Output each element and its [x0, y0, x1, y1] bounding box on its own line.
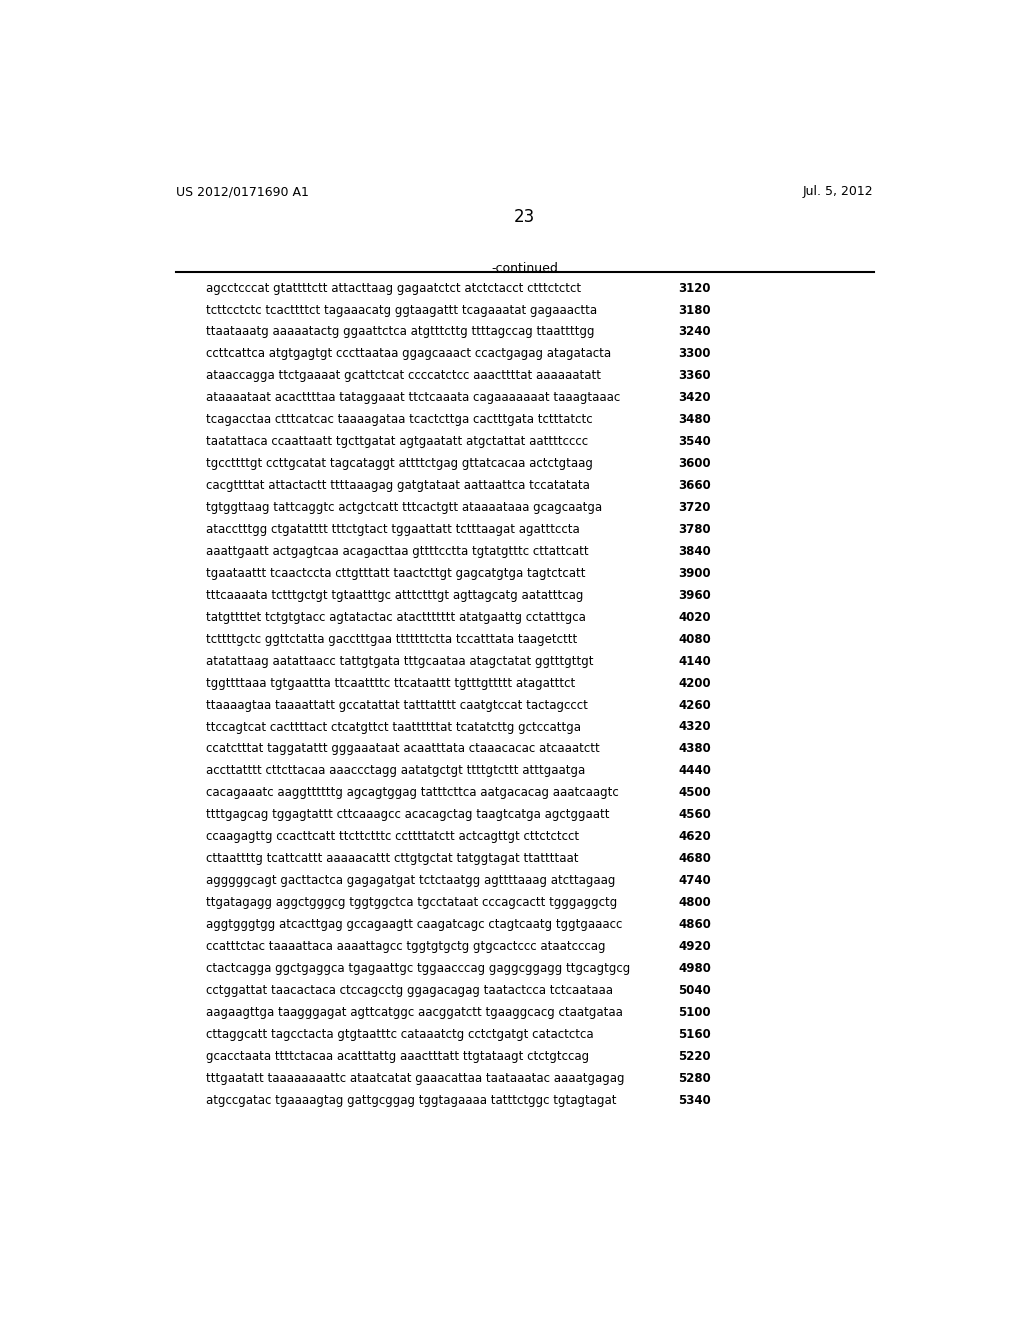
Text: ttaaaagtaa taaaattatt gccatattat tatttatttt caatgtccat tactagccct: ttaaaagtaa taaaattatt gccatattat tatttat…: [206, 698, 588, 711]
Text: ctactcagga ggctgaggca tgagaattgc tggaacccag gaggcggagg ttgcagtgcg: ctactcagga ggctgaggca tgagaattgc tggaacc…: [206, 962, 630, 975]
Text: ccttcattca atgtgagtgt cccttaataa ggagcaaact ccactgagag atagatacta: ccttcattca atgtgagtgt cccttaataa ggagcaa…: [206, 347, 610, 360]
Text: 3600: 3600: [678, 457, 711, 470]
Text: 4140: 4140: [678, 655, 711, 668]
Text: 3120: 3120: [678, 281, 711, 294]
Text: 3180: 3180: [678, 304, 711, 317]
Text: atgccgatac tgaaaagtag gattgcggag tggtagaaaa tatttctggc tgtagtagat: atgccgatac tgaaaagtag gattgcggag tggtaga…: [206, 1093, 616, 1106]
Text: US 2012/0171690 A1: US 2012/0171690 A1: [176, 185, 309, 198]
Text: 4380: 4380: [678, 742, 711, 755]
Text: tttcaaaata tctttgctgt tgtaatttgc atttctttgt agttagcatg aatatttcag: tttcaaaata tctttgctgt tgtaatttgc atttctt…: [206, 589, 583, 602]
Text: 5160: 5160: [678, 1028, 711, 1040]
Text: 5220: 5220: [678, 1049, 711, 1063]
Text: 4560: 4560: [678, 808, 711, 821]
Text: tgccttttgt ccttgcatat tagcataggt attttctgag gttatcacaa actctgtaag: tgccttttgt ccttgcatat tagcataggt attttct…: [206, 457, 592, 470]
Text: ccaagagttg ccacttcatt ttcttctttc ccttttatctt actcagttgt cttctctcct: ccaagagttg ccacttcatt ttcttctttc cctttta…: [206, 830, 579, 843]
Text: 4680: 4680: [678, 853, 711, 865]
Text: cctggattat taacactaca ctccagcctg ggagacagag taatactcca tctcaataaa: cctggattat taacactaca ctccagcctg ggagaca…: [206, 983, 612, 997]
Text: 4500: 4500: [678, 787, 711, 800]
Text: aagaagttga taagggagat agttcatggc aacggatctt tgaaggcacg ctaatgataa: aagaagttga taagggagat agttcatggc aacggat…: [206, 1006, 623, 1019]
Text: 4620: 4620: [678, 830, 711, 843]
Text: 3660: 3660: [678, 479, 711, 492]
Text: -continued: -continued: [492, 263, 558, 276]
Text: ttaataaatg aaaaatactg ggaattctca atgtttcttg ttttagccag ttaattttgg: ttaataaatg aaaaatactg ggaattctca atgtttc…: [206, 326, 594, 338]
Text: 4320: 4320: [678, 721, 711, 734]
Text: atatattaag aatattaacc tattgtgata tttgcaataa atagctatat ggtttgttgt: atatattaag aatattaacc tattgtgata tttgcaa…: [206, 655, 593, 668]
Text: 4920: 4920: [678, 940, 711, 953]
Text: cttaattttg tcattcattt aaaaacattt cttgtgctat tatggtagat ttattttaat: cttaattttg tcattcattt aaaaacattt cttgtgc…: [206, 853, 578, 865]
Text: 4260: 4260: [678, 698, 711, 711]
Text: 3960: 3960: [678, 589, 711, 602]
Text: 3900: 3900: [678, 566, 711, 579]
Text: ataaccagga ttctgaaaat gcattctcat ccccatctcc aaacttttat aaaaaatatt: ataaccagga ttctgaaaat gcattctcat ccccatc…: [206, 370, 600, 383]
Text: 5340: 5340: [678, 1093, 711, 1106]
Text: 4980: 4980: [678, 962, 711, 975]
Text: 5280: 5280: [678, 1072, 711, 1085]
Text: 3480: 3480: [678, 413, 711, 426]
Text: 5100: 5100: [678, 1006, 711, 1019]
Text: ttttgagcag tggagtattt cttcaaagcc acacagctag taagtcatga agctggaatt: ttttgagcag tggagtattt cttcaaagcc acacagc…: [206, 808, 609, 821]
Text: cacagaaatc aaggttttttg agcagtggag tatttcttca aatgacacag aaatcaagtc: cacagaaatc aaggttttttg agcagtggag tatttc…: [206, 787, 618, 800]
Text: ccatttctac taaaattaca aaaattagcc tggtgtgctg gtgcactccc ataatcccag: ccatttctac taaaattaca aaaattagcc tggtgtg…: [206, 940, 605, 953]
Text: 3360: 3360: [678, 370, 711, 383]
Text: 4800: 4800: [678, 896, 711, 909]
Text: aggtgggtgg atcacttgag gccagaagtt caagatcagc ctagtcaatg tggtgaaacc: aggtgggtgg atcacttgag gccagaagtt caagatc…: [206, 917, 622, 931]
Text: 3240: 3240: [678, 326, 711, 338]
Text: tcttcctctc tcacttttct tagaaacatg ggtaagattt tcagaaatat gagaaactta: tcttcctctc tcacttttct tagaaacatg ggtaaga…: [206, 304, 597, 317]
Text: agggggcagt gacttactca gagagatgat tctctaatgg agttttaaag atcttagaag: agggggcagt gacttactca gagagatgat tctctaa…: [206, 874, 614, 887]
Text: tgtggttaag tattcaggtc actgctcatt tttcactgtt ataaaataaa gcagcaatga: tgtggttaag tattcaggtc actgctcatt tttcact…: [206, 502, 602, 513]
Text: agcctcccat gtattttctt attacttaag gagaatctct atctctacct ctttctctct: agcctcccat gtattttctt attacttaag gagaatc…: [206, 281, 581, 294]
Text: tcagacctaa ctttcatcac taaaagataa tcactcttga cactttgata tctttatctc: tcagacctaa ctttcatcac taaaagataa tcactct…: [206, 413, 592, 426]
Text: tggttttaaa tgtgaattta ttcaattttc ttcataattt tgtttgttttt atagatttct: tggttttaaa tgtgaattta ttcaattttc ttcataa…: [206, 677, 574, 689]
Text: ataaaataat acacttttaa tataggaaat ttctcaaata cagaaaaaaat taaagtaaac: ataaaataat acacttttaa tataggaaat ttctcaa…: [206, 391, 620, 404]
Text: ttgatagagg aggctgggcg tggtggctca tgcctataat cccagcactt tgggaggctg: ttgatagagg aggctgggcg tggtggctca tgcctat…: [206, 896, 616, 909]
Text: 4740: 4740: [678, 874, 711, 887]
Text: 3300: 3300: [678, 347, 711, 360]
Text: cttaggcatt tagcctacta gtgtaatttc cataaatctg cctctgatgt catactctca: cttaggcatt tagcctacta gtgtaatttc cataaat…: [206, 1028, 593, 1040]
Text: ttccagtcat cacttttact ctcatgttct taattttttat tcatatcttg gctccattga: ttccagtcat cacttttact ctcatgttct taatttt…: [206, 721, 581, 734]
Text: taatattaca ccaattaatt tgcttgatat agtgaatatt atgctattat aattttcccc: taatattaca ccaattaatt tgcttgatat agtgaat…: [206, 436, 588, 449]
Text: 4860: 4860: [678, 917, 711, 931]
Text: tttgaatatt taaaaaaaattc ataatcatat gaaacattaa taataaatac aaaatgagag: tttgaatatt taaaaaaaattc ataatcatat gaaac…: [206, 1072, 624, 1085]
Text: 3420: 3420: [678, 391, 711, 404]
Text: cacgttttat attactactt ttttaaagag gatgtataat aattaattca tccatatata: cacgttttat attactactt ttttaaagag gatgtat…: [206, 479, 590, 492]
Text: ccatctttat taggatattt gggaaataat acaatttata ctaaacacac atcaaatctt: ccatctttat taggatattt gggaaataat acaattt…: [206, 742, 599, 755]
Text: 3780: 3780: [678, 523, 711, 536]
Text: 4440: 4440: [678, 764, 711, 777]
Text: Jul. 5, 2012: Jul. 5, 2012: [803, 185, 873, 198]
Text: tcttttgctc ggttctatta gacctttgaa tttttttctta tccatttata taagetcttt: tcttttgctc ggttctatta gacctttgaa ttttttt…: [206, 632, 577, 645]
Text: aaattgaatt actgagtcaa acagacttaa gttttcctta tgtatgtttc cttattcatt: aaattgaatt actgagtcaa acagacttaa gttttcc…: [206, 545, 588, 558]
Text: tgaataattt tcaactccta cttgtttatt taactcttgt gagcatgtga tagtctcatt: tgaataattt tcaactccta cttgtttatt taactct…: [206, 566, 585, 579]
Text: 4080: 4080: [678, 632, 711, 645]
Text: 4020: 4020: [678, 611, 711, 624]
Text: 3720: 3720: [678, 502, 711, 513]
Text: 3840: 3840: [678, 545, 711, 558]
Text: 23: 23: [514, 209, 536, 227]
Text: gcacctaata ttttctacaa acatttattg aaactttatt ttgtataagt ctctgtccag: gcacctaata ttttctacaa acatttattg aaacttt…: [206, 1049, 589, 1063]
Text: tatgttttet tctgtgtacc agtatactac atacttttttt atatgaattg cctatttgca: tatgttttet tctgtgtacc agtatactac atacttt…: [206, 611, 586, 624]
Text: atacctttgg ctgatatttt tttctgtact tggaattatt tctttaagat agatttccta: atacctttgg ctgatatttt tttctgtact tggaatt…: [206, 523, 580, 536]
Text: accttatttt cttcttacaa aaaccctagg aatatgctgt ttttgtcttt atttgaatga: accttatttt cttcttacaa aaaccctagg aatatgc…: [206, 764, 585, 777]
Text: 4200: 4200: [678, 677, 711, 689]
Text: 5040: 5040: [678, 983, 711, 997]
Text: 3540: 3540: [678, 436, 711, 449]
